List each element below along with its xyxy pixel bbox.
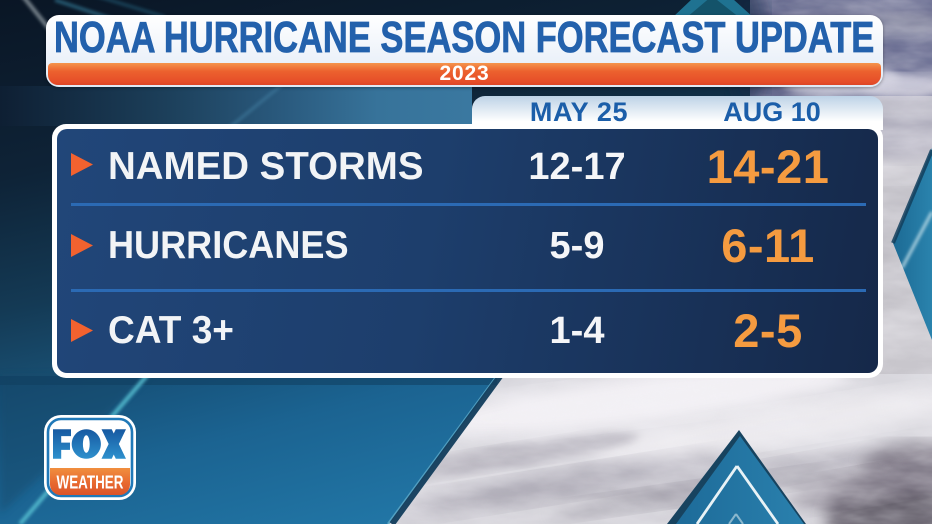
svg-text:WEATHER: WEATHER: [57, 473, 124, 493]
